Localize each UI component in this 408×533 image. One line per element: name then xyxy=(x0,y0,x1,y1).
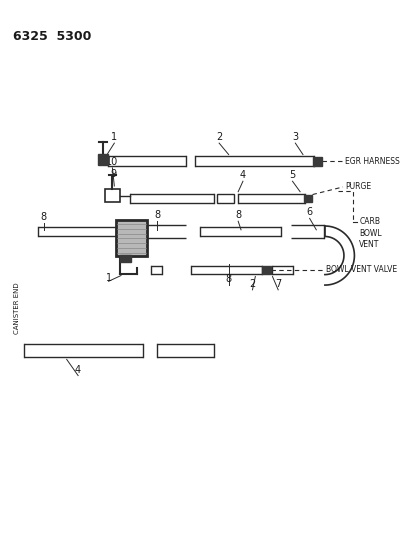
Bar xyxy=(116,220,147,256)
Text: 10: 10 xyxy=(106,157,119,167)
Text: CANISTER END: CANISTER END xyxy=(14,282,20,334)
Text: 6325  5300: 6325 5300 xyxy=(13,30,92,43)
Text: 7: 7 xyxy=(275,279,282,289)
Text: CARB
BOWL
VENT: CARB BOWL VENT xyxy=(359,217,382,248)
Text: 4: 4 xyxy=(240,170,246,180)
Text: 5: 5 xyxy=(289,170,296,180)
Text: 8: 8 xyxy=(154,211,160,220)
Text: 8: 8 xyxy=(235,211,241,220)
Bar xyxy=(262,265,271,274)
Text: 2: 2 xyxy=(216,132,222,142)
Text: 2: 2 xyxy=(249,279,255,289)
Bar xyxy=(105,189,120,202)
Text: BOWL VENT VALVE: BOWL VENT VALVE xyxy=(326,265,397,274)
Text: 9: 9 xyxy=(110,169,116,179)
Text: EGR HARNESS: EGR HARNESS xyxy=(345,157,400,166)
Text: 1: 1 xyxy=(106,273,112,283)
Text: 8: 8 xyxy=(226,274,232,284)
Bar xyxy=(120,255,131,262)
Text: 4: 4 xyxy=(75,365,81,375)
Text: 3: 3 xyxy=(292,132,298,142)
Bar xyxy=(313,157,322,166)
Text: 6: 6 xyxy=(306,207,313,217)
Text: 8: 8 xyxy=(41,212,47,222)
Bar xyxy=(217,193,234,203)
Text: 1: 1 xyxy=(111,132,118,142)
Text: PURGE: PURGE xyxy=(345,182,371,191)
Bar xyxy=(117,221,146,255)
Bar xyxy=(304,195,312,202)
Bar xyxy=(98,154,108,165)
